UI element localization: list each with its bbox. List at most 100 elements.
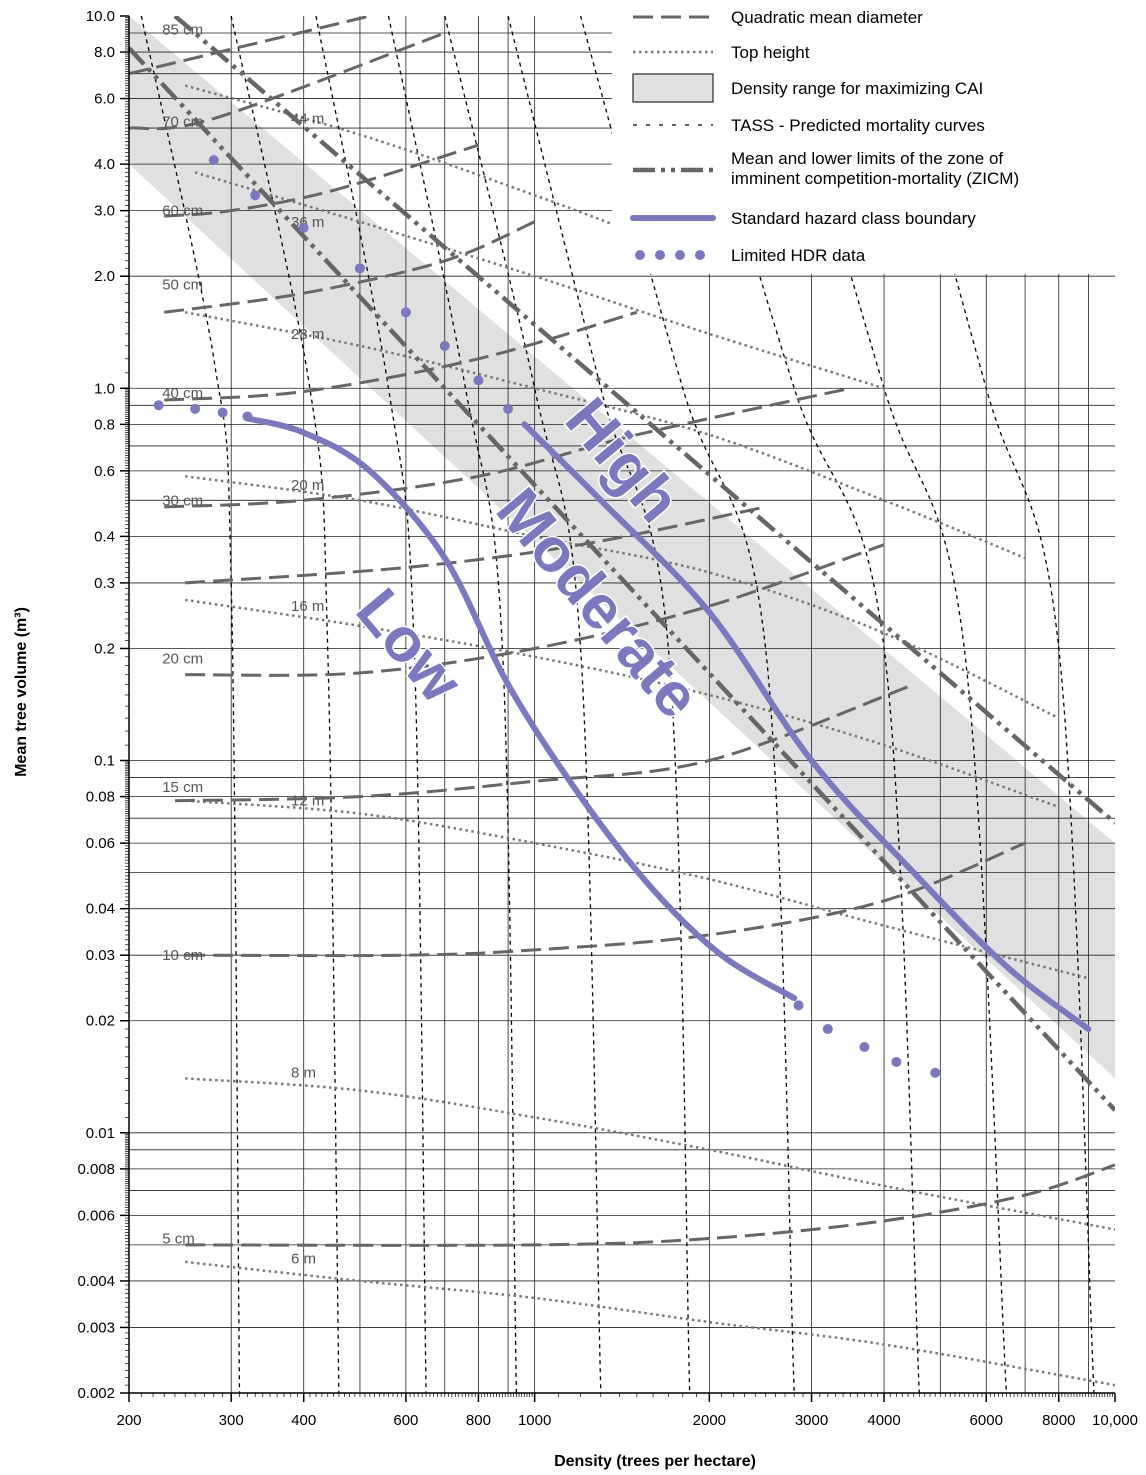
y-tick-label: 0.02 <box>86 1013 115 1030</box>
qmd-curve <box>185 1163 1115 1247</box>
y-axis-title: Mean tree volume (m³) <box>13 607 30 777</box>
tass-mortality-curve <box>579 16 795 1393</box>
y-tick-label: 0.008 <box>77 1161 115 1178</box>
hdr-point <box>439 340 450 351</box>
hdr-point <box>208 155 219 166</box>
tass-mortality-curve <box>315 16 427 1393</box>
legend-label: Quadratic mean diameter <box>731 8 923 27</box>
x-tick-label: 1000 <box>518 1412 551 1429</box>
top-height-label: 12 m <box>291 793 324 810</box>
qmd-curve <box>164 310 638 402</box>
legend-swatch-hdr-dot <box>695 250 705 260</box>
qmd-label: 30 cm <box>162 492 203 509</box>
qmd-label: 15 cm <box>162 779 203 796</box>
x-tick-label: 800 <box>466 1412 491 1429</box>
y-tick-label: 0.08 <box>86 789 115 806</box>
x-tick-label: 10,000 <box>1092 1412 1138 1429</box>
hdr-point <box>190 403 201 414</box>
qmd-label: 60 cm <box>162 203 203 220</box>
tass-mortality-curve <box>774 16 1008 1393</box>
hazard-boundary <box>244 415 798 1002</box>
x-tick-label: 6000 <box>970 1412 1003 1429</box>
hdr-point <box>354 263 365 274</box>
hdr-point <box>859 1042 870 1053</box>
top-height-curve <box>194 171 885 390</box>
qmd-curve <box>163 220 536 314</box>
x-tick-label: 4000 <box>867 1412 900 1429</box>
tass-mortality-curve <box>387 16 518 1393</box>
legend-label: Density range for maximizing CAI <box>731 79 983 98</box>
tass-mortality-curve <box>507 16 691 1393</box>
top-height-label: 16 m <box>291 598 324 615</box>
hdr-point <box>242 411 253 422</box>
top-height-curve <box>184 84 710 262</box>
y-tick-label: 0.03 <box>86 947 115 964</box>
qmd-curve <box>174 683 915 803</box>
y-tick-label: 0.06 <box>86 835 115 852</box>
top-height-label: 20 m <box>291 477 324 494</box>
tass-mortality-curve <box>883 16 1095 1393</box>
y-tick-label: 0.006 <box>77 1207 115 1224</box>
qmd-label: 5 cm <box>162 1231 195 1248</box>
y-tick-label: 10.0 <box>86 8 115 25</box>
qmd-curve <box>185 505 766 585</box>
legend-label: Limited HDR data <box>731 246 866 265</box>
y-tick-label: 0.003 <box>77 1319 115 1336</box>
top-height-curve <box>185 1260 1115 1387</box>
hdr-point <box>153 400 164 411</box>
y-tick-label: 8.0 <box>94 44 115 61</box>
y-tick-label: 3.0 <box>94 203 115 220</box>
hdr-point <box>250 190 261 201</box>
qmd-curve <box>185 841 1026 958</box>
y-tick-label: 2.0 <box>94 268 115 285</box>
y-tick-label: 1.0 <box>94 380 115 397</box>
y-tick-label: 6.0 <box>94 91 115 108</box>
x-tick-label: 200 <box>116 1412 141 1429</box>
y-tick-label: 0.1 <box>94 753 115 770</box>
y-tick-label: 0.004 <box>77 1273 115 1290</box>
y-tick-label: 0.3 <box>94 575 115 592</box>
legend-background <box>612 0 1132 274</box>
hazard-boundary <box>521 421 1092 1032</box>
qmd-label: 10 cm <box>162 947 203 964</box>
tass-mortality-curve <box>444 16 602 1393</box>
hdr-point <box>298 222 309 233</box>
x-tick-label: 400 <box>291 1412 316 1429</box>
zicm-line-mean <box>173 16 1115 825</box>
qmd-curve <box>164 386 851 509</box>
legend-label: Standard hazard class boundary <box>731 209 976 228</box>
x-tick-label: 2000 <box>693 1412 726 1429</box>
top-height-label: 6 m <box>291 1250 316 1267</box>
x-tick-label: 8000 <box>1042 1412 1075 1429</box>
legend-label: imminent competition-mortality (ZICM) <box>731 169 1019 188</box>
hdr-point <box>473 375 484 386</box>
legend-label: Top height <box>731 43 810 62</box>
legend-swatch-hdr-dot <box>655 250 665 260</box>
top-height-curve <box>185 1077 1115 1231</box>
qmd-curve <box>129 31 446 131</box>
legend-swatch-hdr-dot <box>635 250 645 260</box>
y-tick-label: 0.2 <box>94 640 115 657</box>
legend-label: TASS - Predicted mortality curves <box>731 116 985 135</box>
qmd-curve <box>185 543 885 677</box>
qmd-label: 40 cm <box>162 385 203 402</box>
x-tick-label: 3000 <box>795 1412 828 1429</box>
top-height-label: 28 m <box>291 326 324 343</box>
x-axis-title: Density (trees per hectare) <box>554 1453 756 1470</box>
qmd-label: 50 cm <box>162 276 203 293</box>
zicm-line-lower <box>129 46 1115 1112</box>
hdr-point <box>217 407 228 418</box>
qmd-curve <box>129 16 371 76</box>
tass-mortality-curve <box>140 16 241 1393</box>
qmd-label: 85 cm <box>162 21 203 38</box>
top-height-label: 8 m <box>291 1065 316 1082</box>
hdr-point <box>930 1067 941 1078</box>
hdr-point <box>793 1000 804 1011</box>
qmd-label: 20 cm <box>162 650 203 667</box>
hdr-point <box>822 1024 833 1035</box>
y-tick-label: 0.8 <box>94 416 115 433</box>
y-tick-label: 0.01 <box>86 1125 115 1142</box>
y-tick-label: 0.6 <box>94 463 115 480</box>
y-tick-label: 0.4 <box>94 528 115 545</box>
